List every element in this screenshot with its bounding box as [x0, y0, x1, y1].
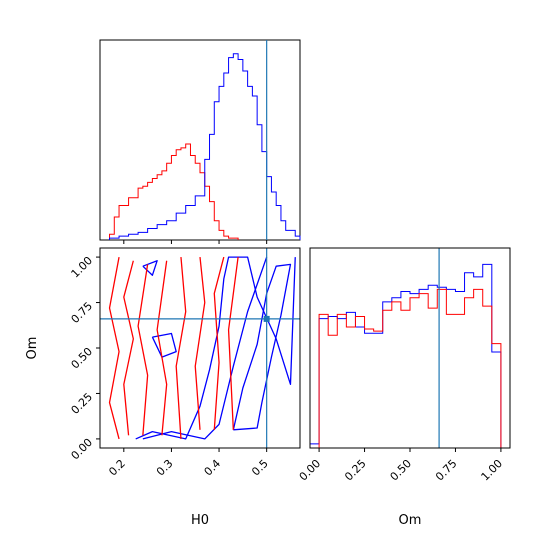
contour-group [110, 257, 296, 439]
om-histogram-frame [310, 248, 510, 448]
h0-axis-label: H0 [191, 513, 209, 528]
om-xtick-label-4: 1.00 [479, 457, 506, 484]
om-xtick-label-1: 0.25 [342, 457, 369, 484]
contour-line-0-1 [233, 264, 290, 429]
om-ytick-label-1: 0.25 [69, 390, 96, 417]
om-xtick-label-2: 0.50 [388, 457, 415, 484]
om-ytick-label-3: 0.75 [69, 299, 96, 326]
h0-xtick-label-2: 0.4 [202, 457, 224, 479]
h0-xtick-label-1: 0.3 [154, 457, 176, 479]
om-ytick-label-0: 0.00 [69, 436, 96, 463]
contour-truth-marker [264, 316, 270, 322]
om-ytick-label-2: 0.50 [69, 345, 96, 372]
contour-line-1-2 [138, 264, 148, 435]
contour-line-0-2 [143, 257, 267, 439]
contour-line-0-3 [143, 261, 157, 276]
contour-line-0-4 [152, 333, 176, 357]
om-hist-series-0 [310, 264, 501, 448]
h0-xtick-label-0: 0.2 [106, 457, 128, 479]
contour-line-1-7 [229, 257, 239, 430]
contour-frame [100, 248, 300, 448]
om-xtick-label-3: 0.75 [433, 457, 460, 484]
om-axis-label-bottom: Om [399, 513, 422, 528]
h0-xtick-label-3: 0.5 [249, 457, 271, 479]
contour-line-1-0 [110, 257, 120, 439]
contour-line-1-1 [124, 261, 134, 436]
contour-line-1-3 [157, 261, 167, 436]
h0-hist-series-1 [110, 54, 300, 240]
h0-hist-series-0 [110, 144, 239, 240]
h0-histogram-frame [100, 40, 300, 240]
contour-line-1-4 [176, 257, 186, 439]
om-xtick-label-0: 0.00 [297, 457, 324, 484]
om-axis-label: Om [25, 337, 40, 360]
om-ytick-label-4: 1.00 [69, 254, 96, 281]
